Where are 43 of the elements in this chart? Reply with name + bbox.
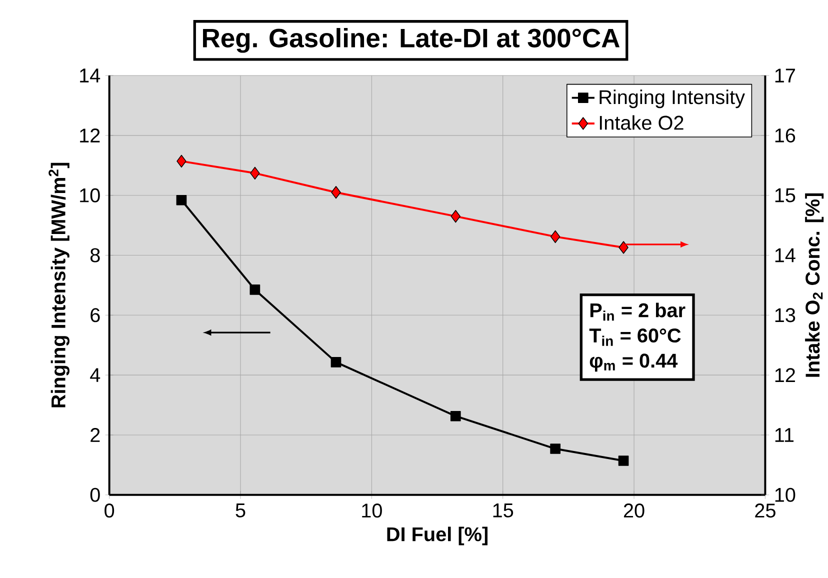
point: [450, 410, 461, 422]
x-tick-label: 15: [493, 503, 514, 518]
y-tick-label: 0: [90, 488, 100, 502]
point: [550, 230, 560, 243]
y2-axis-title: Intake O$_{2}$ Conc. [%]: [805, 193, 824, 377]
y2-tick-label: 11: [775, 428, 794, 442]
y2-tick-label: 17: [775, 68, 795, 82]
chart-title: Reg. Gasoline: Late-DI at 300°CA: [203, 28, 620, 53]
y2-tick-label: 16: [775, 128, 796, 142]
y-tick-label: 12: [80, 128, 100, 142]
y2-tick-label: 15: [775, 188, 796, 202]
legend-label: Ringing Intensity: [600, 89, 745, 108]
annotation: φ$_{m}$ = 0.44: [590, 353, 678, 372]
point: [250, 284, 260, 295]
y-tick-label: 2: [90, 428, 100, 442]
y-tick-label: 6: [90, 308, 100, 322]
point: [550, 443, 560, 454]
point: [176, 194, 187, 206]
y-tick-label: 14: [80, 68, 100, 82]
y-axis-title: Ringing Intensity [MW/m$^{2}$]: [48, 162, 70, 408]
x-tick-label: 5: [236, 503, 246, 518]
y-tick-label: 4: [90, 368, 100, 382]
y-tick-label: 10: [80, 188, 100, 202]
point: [618, 240, 628, 254]
point: [450, 210, 460, 223]
x-axis-title: DI Fuel [%]: [387, 526, 488, 546]
y2-tick-label: 13: [775, 308, 796, 322]
point: [618, 455, 629, 466]
point: [250, 166, 260, 180]
y2-tick-label: 10: [775, 488, 796, 502]
annotation: T$_{in}$ = 60°C: [589, 328, 681, 346]
x-tick-label: 0: [104, 503, 114, 518]
x-tick-label: 20: [624, 503, 644, 518]
point: [176, 154, 186, 168]
point: [330, 356, 342, 368]
legend-label: Intake O2: [600, 115, 684, 130]
y2-tick-label: 14: [775, 248, 796, 262]
y2-tick-label: 12: [775, 368, 795, 382]
point: [331, 186, 341, 199]
x-tick-label: 10: [362, 503, 382, 518]
y-tick-label: 8: [90, 248, 100, 262]
x-tick-label: 25: [755, 503, 776, 518]
annotation: P$_{in}$ = 2 bar: [590, 302, 686, 321]
